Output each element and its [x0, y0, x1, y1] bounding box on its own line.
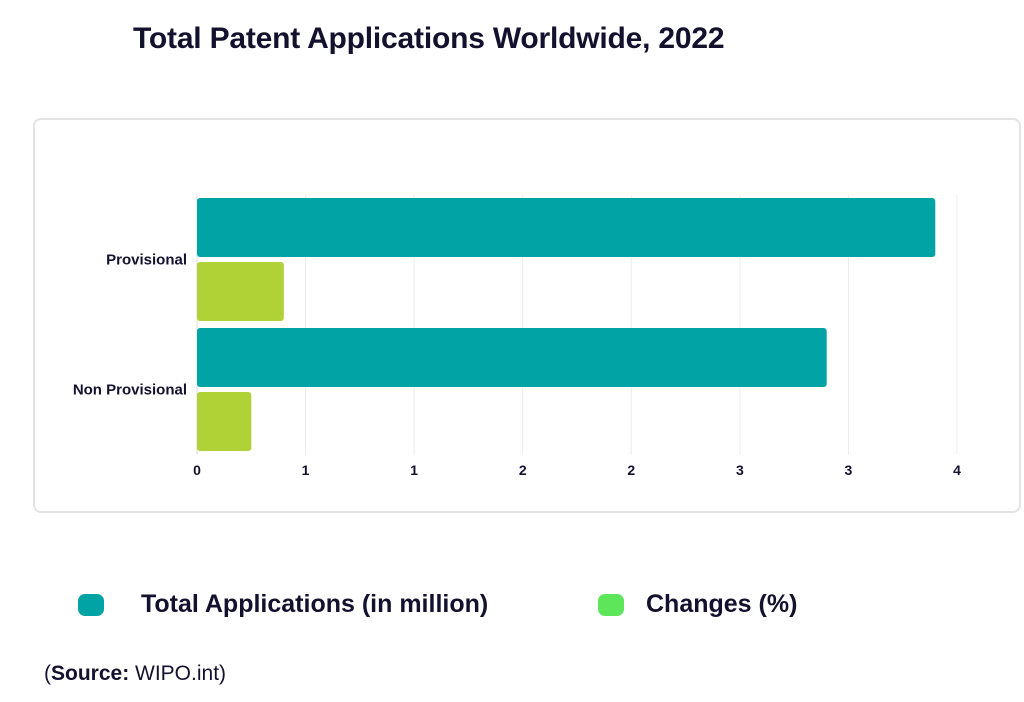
x-tick-label: 0	[193, 462, 201, 478]
x-tick-label: 3	[845, 462, 853, 478]
legend-swatch-changes	[598, 593, 624, 616]
bar	[197, 198, 936, 257]
source-note: (Source: WIPO.int)	[44, 662, 226, 686]
legend-label-total: Total Applications (in million)	[141, 590, 489, 618]
source-text: WIPO.int)	[129, 662, 227, 685]
x-tick-label: 4	[953, 462, 961, 478]
source-prefix: Source:	[51, 662, 130, 685]
x-tick-label: 2	[519, 462, 527, 478]
category-label: Provisional	[106, 252, 187, 269]
legend-item-changes: Changes (%)	[598, 590, 797, 619]
page-title: Total Patent Applications Worldwide, 202…	[133, 22, 725, 55]
legend: Total Applications (in million) Changes …	[0, 590, 1024, 630]
bar	[197, 262, 284, 321]
category-label: Non Provisional	[73, 382, 187, 399]
x-tick-label: 1	[410, 462, 418, 478]
x-tick-label: 2	[627, 462, 635, 478]
chart-card: 0 1 1 2 2 3 3 4 Provisional Non Provisional	[33, 118, 1021, 513]
bar-chart: 0 1 1 2 2 3 3 4 Provisional Non Provisional	[73, 195, 961, 478]
bar	[197, 328, 827, 387]
legend-label-changes: Changes (%)	[646, 590, 798, 618]
x-tick-label: 1	[302, 462, 310, 478]
legend-item-total: Total Applications (in million)	[78, 590, 488, 619]
legend-swatch-total	[78, 593, 104, 616]
bar	[197, 392, 252, 451]
source-open: (	[44, 662, 51, 685]
x-tick-label: 3	[736, 462, 744, 478]
